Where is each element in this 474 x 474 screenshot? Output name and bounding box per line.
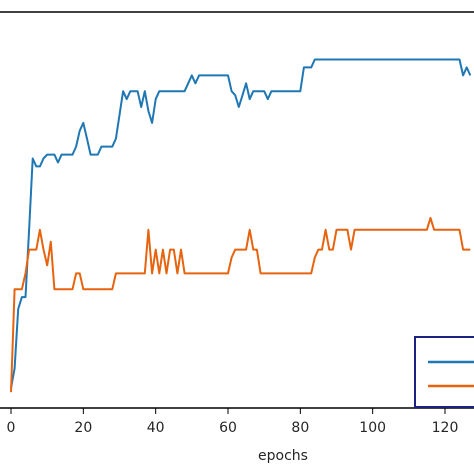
legend-box xyxy=(414,336,474,408)
x-axis-label: epochs xyxy=(258,448,308,464)
legend xyxy=(414,336,474,408)
x-tick-label: 120 xyxy=(432,420,459,436)
x-tick-label: 100 xyxy=(359,420,386,436)
x-tick-label: 60 xyxy=(219,420,237,436)
x-tick-label: 80 xyxy=(291,420,309,436)
axes xyxy=(0,11,474,409)
x-axis-ticks: 0 20 40 60 80 100 120 xyxy=(7,408,459,436)
series-line-1 xyxy=(10,58,472,389)
series-line-2 xyxy=(10,216,471,393)
x-tick-label: 0 xyxy=(7,420,16,436)
x-tick-label: 40 xyxy=(147,420,165,436)
plot-lines xyxy=(10,58,472,393)
x-tick-label: 20 xyxy=(74,420,92,436)
